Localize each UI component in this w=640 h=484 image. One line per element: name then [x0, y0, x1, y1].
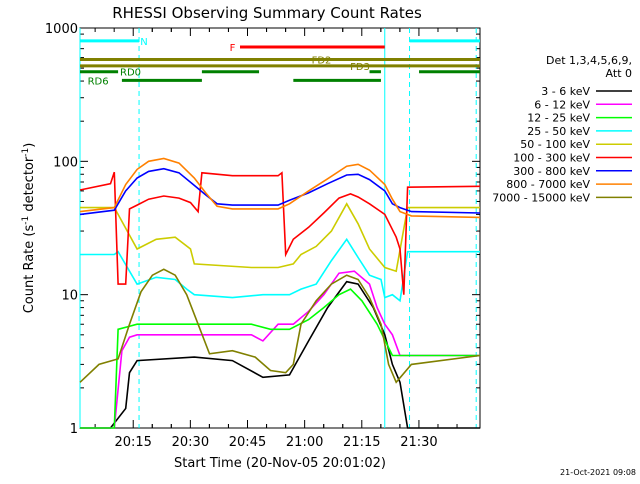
y-tick-label: 1000 [45, 22, 78, 37]
series-line [80, 288, 480, 429]
series-line [80, 202, 480, 273]
x-tick-label: 20:30 [172, 435, 209, 450]
series-line [80, 280, 480, 429]
axis-ticks: 20:15 20:30 20:45 21:00 21:15 21:30 1 10 100 1000 [45, 22, 480, 450]
observing-flags: N F FD2 FD3 RD0 RD6 [80, 37, 480, 87]
x-tick-label: 20:15 [114, 435, 151, 450]
flag-label: RD6 [88, 76, 109, 87]
legend-label: 7000 - 15000 keV [492, 191, 590, 204]
series-line [79, 171, 481, 295]
x-axis-label: Start Time (20-Nov-05 20:01:02) [174, 456, 386, 471]
y-axis-label: Count Rate (s-1 detector-1) [21, 143, 37, 314]
legend-label: 300 - 800 keV [513, 165, 590, 178]
flag-label: F [230, 43, 236, 54]
y-tick-label: 100 [53, 155, 78, 170]
flag-label: FD2 [312, 56, 332, 67]
flag-label: N [140, 37, 147, 48]
series-layer [79, 157, 481, 429]
legend-label: 3 - 6 keV [541, 85, 590, 98]
x-tick-label: 21:15 [343, 435, 380, 450]
legend-label: 800 - 7000 keV [506, 178, 590, 191]
legend-label: 100 - 300 keV [513, 152, 590, 165]
x-tick-label: 21:30 [400, 435, 437, 450]
legend-label: 12 - 25 keV [527, 112, 590, 125]
y-tick-label: 10 [61, 289, 78, 304]
y-tick-label: 1 [70, 422, 78, 437]
chart-title: RHESSI Observing Summary Count Rates [112, 4, 422, 22]
series-line [80, 237, 480, 303]
legend-header-line-1: Det 1,3,4,5,6,9, [546, 54, 632, 67]
series-line [79, 268, 481, 384]
legend-label: 50 - 100 keV [520, 138, 590, 151]
legend-header-line-2: Att 0 [606, 67, 632, 80]
legend-label: 25 - 50 keV [527, 125, 590, 138]
flag-label: FD3 [350, 62, 370, 73]
legend-label: 6 - 12 keV [534, 98, 590, 111]
x-tick-label: 20:45 [229, 435, 266, 450]
series-line [79, 157, 481, 219]
flag-label: RD0 [120, 68, 141, 79]
plot-frame [79, 27, 481, 429]
x-tick-label: 21:00 [286, 435, 323, 450]
series-line [79, 167, 481, 216]
observing-mode-boundaries [79, 28, 477, 428]
generation-timestamp: 21-Oct-2021 09:08 [560, 468, 636, 477]
